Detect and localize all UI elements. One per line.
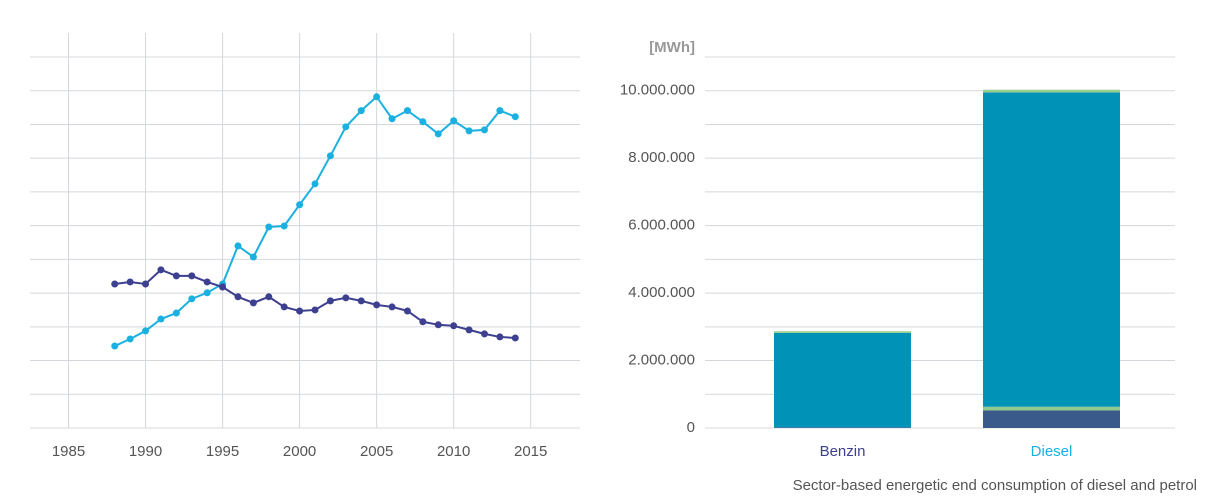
y-tick-label: 0 (687, 419, 695, 436)
x-tick-label: Benzin (820, 443, 866, 460)
point (357, 297, 365, 305)
point (311, 306, 319, 314)
point (342, 123, 350, 131)
point (403, 107, 411, 115)
bar-segment (774, 331, 911, 333)
point (203, 289, 211, 297)
point (496, 107, 504, 115)
x-tick-label: 1985 (52, 443, 85, 460)
point (465, 127, 473, 135)
x-tick-label: 2010 (437, 443, 470, 460)
x-tick-label: 2005 (360, 443, 393, 460)
point (450, 322, 458, 330)
point (188, 295, 196, 303)
x-tick-label: 1990 (129, 443, 162, 460)
point (388, 303, 396, 311)
point (219, 283, 227, 291)
x-tick-label: 1995 (206, 443, 239, 460)
point (188, 272, 196, 280)
point (434, 321, 442, 329)
point (388, 115, 396, 123)
point (434, 130, 442, 138)
point (203, 278, 211, 286)
point (249, 299, 257, 307)
point (265, 223, 273, 231)
point (450, 117, 458, 125)
point (265, 293, 273, 301)
point (126, 335, 134, 343)
point (403, 307, 411, 315)
point (172, 272, 180, 280)
y-axis-label: [MWh] (649, 39, 695, 56)
bar-segment (983, 406, 1120, 411)
x-tick-label: 2000 (283, 443, 316, 460)
y-tick-label: 4.000.000 (628, 284, 695, 301)
x-tick-label: 2015 (514, 443, 547, 460)
point (326, 152, 334, 160)
point (111, 280, 119, 288)
point (249, 253, 257, 261)
point (373, 301, 381, 309)
x-tick-label: Diesel (1031, 443, 1073, 460)
bar-segment (983, 410, 1120, 428)
point (296, 307, 304, 315)
point (234, 293, 242, 301)
y-tick-label: 6.000.000 (628, 217, 695, 234)
point (126, 278, 134, 286)
point (172, 309, 180, 317)
point (480, 330, 488, 338)
point (296, 201, 304, 209)
point (142, 280, 150, 288)
point (465, 326, 473, 334)
point (357, 107, 365, 115)
point (234, 242, 242, 250)
point (373, 93, 381, 101)
bar-segment (983, 92, 1120, 407)
point (342, 294, 350, 302)
bar-segment (774, 427, 911, 428)
point (157, 315, 165, 323)
y-tick-label: 10.000.000 (620, 82, 695, 99)
point (511, 113, 519, 121)
bar-segment (983, 89, 1120, 93)
caption: Sector-based energetic end consumption o… (793, 477, 1197, 494)
y-tick-label: 8.000.000 (628, 149, 695, 166)
point (311, 180, 319, 188)
bar-segment (774, 332, 911, 428)
point (111, 342, 119, 350)
point (157, 266, 165, 274)
point (419, 318, 427, 326)
point (142, 327, 150, 335)
y-tick-label: 2.000.000 (628, 352, 695, 369)
point (280, 303, 288, 311)
point (419, 118, 427, 126)
point (480, 126, 488, 134)
point (496, 333, 504, 341)
point (511, 334, 519, 342)
point (326, 297, 334, 305)
point (280, 222, 288, 230)
